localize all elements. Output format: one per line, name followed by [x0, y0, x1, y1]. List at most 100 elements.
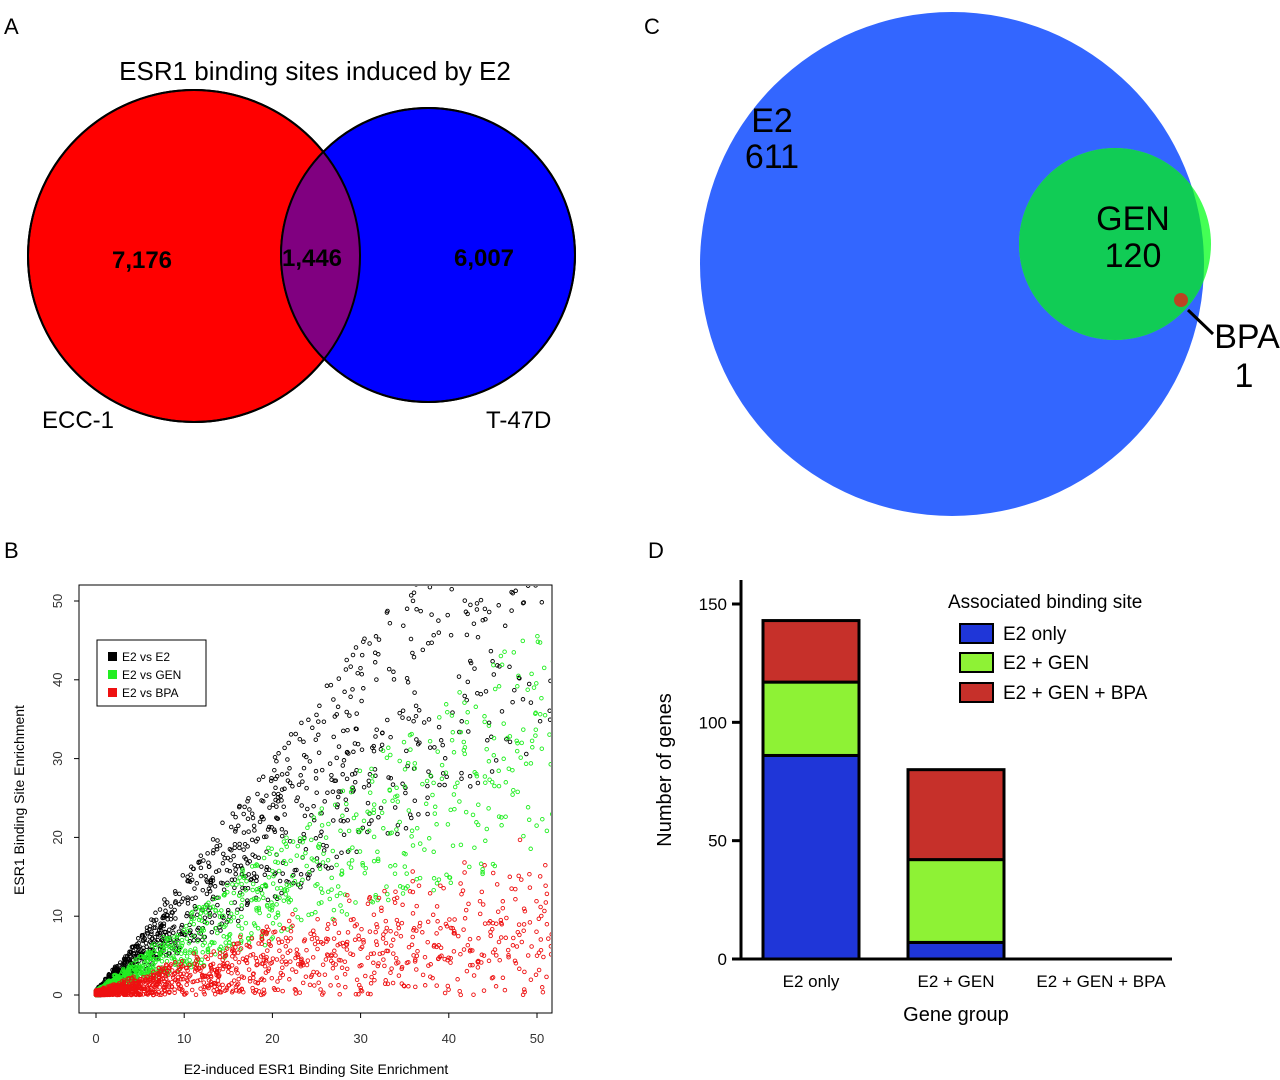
scatter-point	[342, 971, 348, 977]
scatter-point	[391, 951, 396, 956]
scatter-point	[162, 988, 167, 993]
scatter-point	[149, 917, 154, 922]
scatter-point	[506, 954, 511, 960]
scatter-point	[372, 767, 378, 772]
scatter-point	[414, 967, 419, 972]
scatter-point	[548, 678, 551, 684]
bar-segment	[906, 940, 1006, 961]
scatter-point	[483, 689, 489, 694]
scatter-point	[215, 930, 220, 936]
scatter-point	[164, 968, 170, 974]
scatter-point	[232, 885, 237, 891]
scatter-point	[492, 686, 498, 692]
scatter-point	[238, 946, 244, 951]
scatter-point	[135, 936, 141, 941]
scatter-point	[434, 881, 440, 886]
scatter-point	[498, 917, 504, 923]
scatter-point	[173, 916, 178, 921]
scatter-point	[534, 898, 539, 904]
scatter-point	[397, 758, 402, 764]
scatter-point	[239, 926, 245, 931]
scatter-point	[150, 992, 156, 998]
scatter-point	[243, 958, 248, 963]
scatter-point	[329, 865, 334, 870]
scatter-point	[288, 928, 294, 934]
scatter-point	[534, 823, 539, 828]
scatter-point	[414, 825, 420, 831]
scatter-point	[468, 602, 473, 608]
scatter-point	[339, 872, 344, 877]
scatter-point	[274, 758, 279, 764]
scatter-point	[332, 778, 337, 784]
scatter-point	[224, 946, 230, 951]
scatter-point	[334, 712, 339, 717]
scatter-point	[348, 865, 354, 870]
scatter-point	[333, 962, 338, 967]
scatter-point	[533, 727, 539, 732]
scatter-point	[274, 804, 279, 809]
scatter-point	[283, 830, 289, 835]
scatter-point	[349, 858, 355, 863]
scatter-point	[172, 987, 177, 992]
scatter-point	[448, 955, 453, 961]
scatter-point	[547, 732, 551, 737]
scatter-point	[494, 882, 500, 887]
scatter-point	[552, 683, 556, 687]
scatter-point	[475, 780, 481, 786]
scatter-point	[218, 990, 224, 995]
scatter-point	[359, 671, 365, 677]
scatter-point	[430, 912, 436, 918]
scatter-point	[425, 795, 430, 800]
scatter-point	[431, 944, 437, 949]
scatter-point	[332, 921, 338, 927]
scatter-point	[395, 922, 401, 927]
scatter-point	[534, 681, 539, 686]
scatter-point	[275, 860, 281, 865]
scatter-point	[444, 924, 450, 929]
scatter-point	[476, 936, 481, 941]
scatter-point	[264, 864, 270, 870]
scatter-point	[356, 992, 361, 997]
scatter-point	[204, 921, 210, 926]
scatter-point	[511, 787, 516, 793]
scatter-point	[265, 948, 270, 953]
scatter-point	[529, 944, 534, 949]
scatter-point	[505, 947, 511, 953]
scatter-point	[486, 723, 492, 728]
scatter-point	[461, 947, 467, 952]
scatter-point	[294, 853, 300, 858]
scatter-point	[465, 679, 471, 685]
scatter-point	[414, 607, 419, 612]
scatter-point	[224, 935, 230, 940]
scatter-point	[269, 775, 274, 781]
scatter-point	[255, 926, 261, 931]
scatter-y-tick-label: 0	[50, 991, 65, 998]
scatter-point	[366, 828, 372, 834]
scatter-point	[484, 826, 490, 832]
scatter-point	[295, 795, 300, 800]
scatter-point	[319, 823, 325, 828]
scatter-point	[372, 970, 377, 976]
scatter-point	[387, 787, 392, 792]
scatter-point	[437, 782, 442, 788]
scatter-point	[348, 951, 353, 956]
scatter-point	[462, 693, 467, 699]
scatter-point	[345, 892, 350, 898]
scatter-point	[474, 773, 480, 779]
scatter-point	[329, 875, 334, 881]
scatter-point	[503, 464, 507, 468]
scatter-point	[293, 969, 299, 975]
scatter-point	[317, 811, 323, 816]
scatter-point	[452, 917, 457, 922]
scatter-point	[208, 883, 213, 888]
scatter-point	[172, 960, 178, 965]
scatter-point	[141, 948, 146, 954]
scatter-point	[365, 800, 371, 806]
scatter-point	[492, 783, 497, 789]
scatter-point	[278, 885, 284, 891]
scatter-point	[489, 975, 495, 981]
panel-d-letter: D	[648, 538, 664, 563]
scatter-point	[261, 834, 267, 840]
scatter-point	[295, 843, 301, 849]
